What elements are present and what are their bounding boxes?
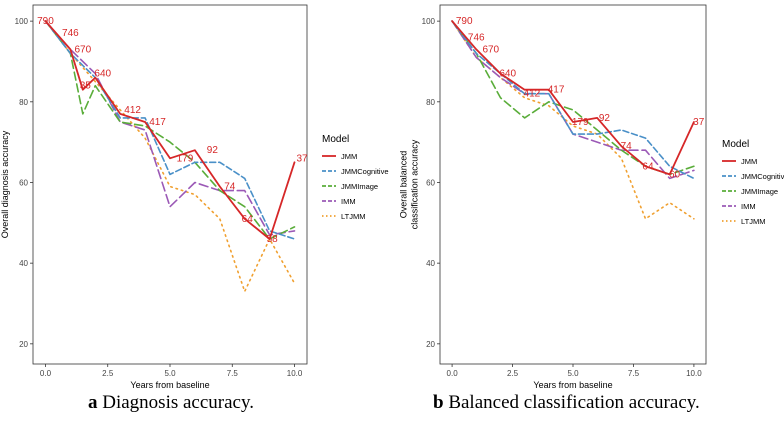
caption-b-text: Balanced classification accuracy.	[448, 392, 700, 413]
caption-a-letter: a	[88, 392, 98, 413]
chart-b-y-tick-label: 60	[426, 178, 435, 187]
chart-b-point-label: 60	[669, 169, 681, 180]
chart-a-point-label: 640	[94, 69, 111, 80]
chart-a-legend-label-jmm: JMM	[341, 152, 357, 161]
chart-b-legend-label-jmmimage: JMMImage	[741, 187, 778, 196]
chart-b-point-label: 412	[524, 89, 541, 100]
chart-b-x-tick-label: 2.5	[507, 369, 519, 378]
chart-a-point-label: 746	[62, 28, 79, 39]
chart-b-series-ltjmm	[451, 20, 695, 220]
chart-b-y-tick-label: 80	[426, 98, 435, 107]
chart-b-point-label: 74	[621, 141, 633, 152]
chart-b-series-jmmcognitive	[451, 20, 695, 180]
chart-a-legend-label-jmmcognitive: JMMCognitive	[341, 167, 389, 176]
chart-b-point-label: 746	[468, 32, 485, 43]
chart-b-legend-label-ltjmm: LTJMM	[741, 217, 765, 226]
chart-a-point-label: 74	[224, 182, 236, 193]
chart-a-series-jmmcognitive	[44, 20, 296, 240]
chart-a-point-label: 58	[267, 234, 279, 245]
chart-b-x-axis-title: Years from baseline	[533, 380, 612, 390]
chart-a-point-label: 417	[149, 117, 166, 128]
chart-b-point-label: 640	[499, 69, 516, 80]
chart-b-y-tick-label: 100	[422, 17, 436, 26]
chart-a-point-label: 179	[177, 153, 194, 164]
chart-b-x-tick-label: 0.0	[447, 369, 459, 378]
chart-a-point-label: 670	[74, 44, 91, 55]
chart-b: 20 40 60 80 100 0.0 2.5 5.0 7.5 10.0 Years from ba…	[399, 4, 784, 390]
caption-a-text: Diagnosis accuracy.	[102, 392, 255, 413]
chart-a-y-axis-title: Overall diagnosis accuracy	[0, 130, 10, 238]
chart-b-point-label: 417	[548, 85, 565, 96]
chart-b-point-label: 790	[456, 16, 473, 27]
chart-a-x-tick-label: 5.0	[164, 369, 176, 378]
chart-a-point-label: 92	[207, 145, 219, 156]
chart-b-x-tick-label: 5.0	[567, 369, 579, 378]
chart-a-panel-frame	[32, 4, 308, 365]
caption-b-letter: b	[433, 392, 444, 413]
chart-a-point-label: 64	[242, 214, 254, 225]
chart-a-y-tick-label: 20	[19, 340, 28, 349]
chart-a-point-label: 35	[80, 81, 92, 92]
chart-b-x-tick-label: 10.0	[686, 369, 702, 378]
chart-a-series-ltjmm	[44, 20, 296, 293]
chart-b-y-axis-title: classification accuracy	[410, 139, 420, 229]
chart-a-legend-title: Model	[322, 134, 349, 145]
chart-a: 20 40 60 80 100 0.0 2.5 5.0 7.5 10.0 Years from ba…	[0, 4, 389, 390]
chart-a-legend: Model JMM JMMCognitive JMMImage IMM LTJMM	[322, 134, 389, 221]
chart-b-legend-label-imm: IMM	[741, 202, 756, 211]
chart-a-legend-label-jmmimage: JMMImage	[341, 182, 378, 191]
chart-b-y-tick-label: 20	[426, 340, 435, 349]
chart-a-x-tick-label: 7.5	[227, 369, 239, 378]
chart-b-series-jmm	[451, 20, 695, 176]
chart-a-x-tick-label: 0.0	[40, 369, 52, 378]
chart-b-point-label: 37	[693, 117, 705, 128]
chart-b-y-tick-label: 40	[426, 259, 435, 268]
chart-a-point-label: 412	[124, 105, 141, 116]
chart-a-series-jmmimage	[44, 20, 296, 240]
chart-b-legend-label-jmmcognitive: JMMCognitive	[741, 172, 784, 181]
chart-b-panel-frame	[439, 4, 707, 365]
figure: 20 40 60 80 100 0.0 2.5 5.0 7.5 10.0 Years from ba…	[0, 4, 784, 390]
caption-b: b Balanced classification accuracy.	[433, 392, 700, 414]
caption-a: a Diagnosis accuracy.	[88, 392, 254, 414]
chart-b-point-label: 92	[599, 113, 611, 124]
chart-b-point-label: 670	[482, 44, 499, 55]
chart-a-x-axis-title: Years from baseline	[130, 380, 209, 390]
chart-b-point-label: 64	[642, 161, 654, 172]
chart-b-legend-title: Model	[722, 139, 749, 150]
chart-a-point-label: 37	[296, 153, 308, 164]
chart-a-legend-label-ltjmm: LTJMM	[341, 212, 365, 221]
chart-a-y-tick-label: 40	[19, 259, 28, 268]
chart-a-point-label: 790	[37, 16, 54, 27]
chart-b-point-label: 179	[572, 117, 589, 128]
chart-a-series-imm	[44, 20, 296, 236]
chart-b-x-tick-label: 7.5	[628, 369, 640, 378]
chart-a-x-tick-label: 10.0	[287, 369, 303, 378]
chart-b-legend: Model JMM JMMCognitive JMMImage IMM LTJMM	[722, 139, 784, 226]
chart-a-series-jmm	[44, 20, 296, 240]
chart-a-y-tick-label: 80	[19, 98, 28, 107]
chart-a-legend-label-imm: IMM	[341, 197, 356, 206]
chart-a-x-tick-label: 2.5	[102, 369, 114, 378]
chart-b-legend-label-jmm: JMM	[741, 157, 757, 166]
chart-b-y-axis-title: Overall balanced	[399, 151, 409, 219]
chart-a-y-tick-label: 100	[15, 17, 29, 26]
chart-a-y-tick-label: 60	[19, 178, 28, 187]
